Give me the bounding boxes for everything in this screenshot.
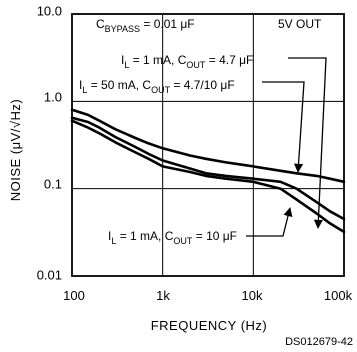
- curve3-label: IL = 1 mA, COUT = 10 μF: [108, 229, 237, 246]
- y-tick-label: 10.0: [37, 3, 62, 18]
- y-tick-label: 0.01: [37, 267, 62, 282]
- annotation-leaders: [246, 57, 327, 237]
- leader-curve3: [246, 207, 293, 237]
- leader-curve1: [288, 57, 327, 229]
- bypass-annotation: CBYPASS = 0.01 μF: [96, 17, 195, 34]
- x-tick-label: 100k: [324, 288, 353, 303]
- plot-frame: [71, 13, 345, 277]
- series-line-1: [70, 108, 346, 184]
- x-tick-label: 10k: [242, 288, 263, 303]
- y-axis-label: NOISE (μV/√Hz): [8, 99, 23, 202]
- figure-id: DS012679-42: [285, 336, 353, 348]
- output-annotation: 5V OUT: [278, 17, 322, 31]
- x-tick-label: 1k: [156, 288, 170, 303]
- series-line-3: [70, 119, 346, 234]
- series-line-2: [70, 116, 346, 221]
- curve2-label: IL = 50 mA, COUT = 4.7/10 μF: [79, 78, 235, 95]
- y-tick-label: 1.0: [44, 89, 62, 104]
- curve1-label: IL = 1 mA, COUT = 4.7 μF: [121, 53, 253, 70]
- x-axis-label: FREQUENCY (Hz): [151, 318, 268, 333]
- leader-curve2: [262, 81, 305, 173]
- x-tick-label: 100: [63, 288, 85, 303]
- series-group: [70, 108, 346, 234]
- y-tick-label: 0.1: [44, 176, 62, 191]
- grid: [72, 14, 344, 276]
